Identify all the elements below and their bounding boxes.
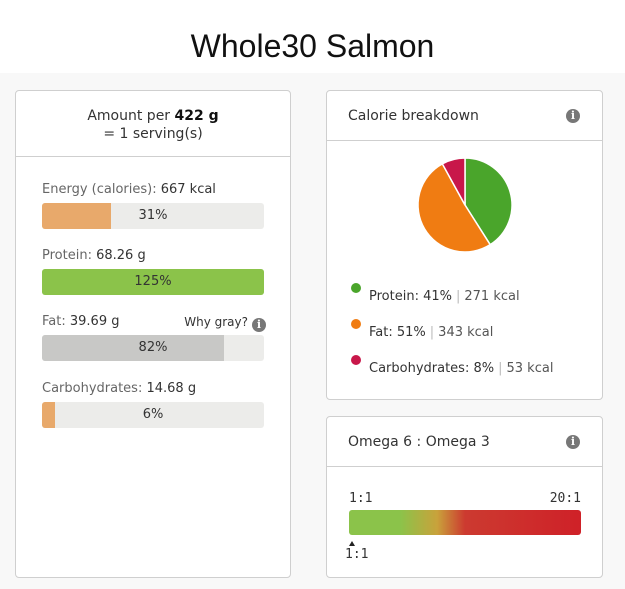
nutrient-label: Energy (calories): xyxy=(42,182,157,197)
calorie-breakdown-card: Calorie breakdown i Protein: 41% | 271 kca… xyxy=(326,90,603,400)
omega-scale-min: 1:1 xyxy=(349,491,373,506)
omega-title: Omega 6 : Omega 3 xyxy=(348,434,490,450)
calorie-breakdown-title: Calorie breakdown xyxy=(348,108,479,124)
amount-prefix: Amount per xyxy=(87,108,171,124)
legend-label: Protein: xyxy=(369,289,419,304)
nutrient-bar-fill xyxy=(42,203,111,229)
legend-percent: 41% xyxy=(423,289,452,304)
nutrient-value: 68.26 g xyxy=(96,248,146,263)
nutrient-bar: 125% xyxy=(42,269,264,295)
legend-divider: | xyxy=(429,325,435,340)
omega-scale: 1:1 20:1 xyxy=(349,491,581,506)
legend-kcal: 343 kcal xyxy=(438,325,494,340)
serving-text: = 1 serving(s) xyxy=(103,126,203,142)
legend-swatch xyxy=(351,355,361,365)
omega-gradient-bar xyxy=(349,510,581,535)
nutrient-label: Fat: xyxy=(42,314,66,329)
nutrient-fat: Fat: 39.69 g Why gray? i 82% xyxy=(42,313,266,361)
omega-marker-arrow xyxy=(349,541,355,546)
card-title: Calorie breakdown i xyxy=(327,91,602,141)
nutrient-bar: 31% xyxy=(42,203,264,229)
info-icon[interactable]: i xyxy=(566,109,580,123)
legend-label: Fat: xyxy=(369,325,393,340)
info-icon[interactable]: i xyxy=(252,318,266,332)
legend-swatch xyxy=(351,319,361,329)
legend-divider: | xyxy=(498,361,503,376)
nutrient-label: Protein: xyxy=(42,248,92,263)
nutrient-percent: 6% xyxy=(142,407,164,422)
nutrient-percent: 82% xyxy=(138,340,168,355)
card-title: Omega 6 : Omega 3 i xyxy=(327,417,602,467)
nutrient-bar: 6% xyxy=(42,402,264,428)
nutrient-value: 14.68 g xyxy=(146,381,197,396)
nutrient-value: 39.69 g xyxy=(69,314,120,329)
page-title: Whole30 Salmon xyxy=(190,28,435,64)
amount-header: Amount per 422 g = 1 serving(s) xyxy=(16,91,290,157)
nutrient-percent: 31% xyxy=(138,208,168,223)
omega-scale-max: 20:1 xyxy=(549,491,581,506)
nutrient-energy: Energy (calories): 667 kcal 31% xyxy=(42,181,264,229)
nutrient-bar-fill xyxy=(42,402,56,428)
legend-divider: | xyxy=(456,289,461,304)
legend-swatch xyxy=(351,283,361,293)
nutrient-bar-fill xyxy=(42,335,225,361)
nutrition-card: Amount per 422 g = 1 serving(s) Energy (… xyxy=(15,90,291,578)
legend-kcal: 53 kcal xyxy=(506,361,554,376)
legend-kcal: 271 kcal xyxy=(464,289,520,304)
pie-chart-svg xyxy=(417,157,513,253)
pie-slice-carbohydrates xyxy=(441,157,466,206)
nutrient-value: 667 kcal xyxy=(160,182,216,197)
legend-label: Carbohydrates: xyxy=(369,361,470,376)
why-gray-link[interactable]: Why gray? i xyxy=(184,313,266,332)
omega-ratio-card: Omega 6 : Omega 3 i 1:1 20:1 1:1 xyxy=(326,416,603,578)
nutrient-bar: 82% xyxy=(42,335,264,361)
legend-percent: 8% xyxy=(473,361,495,376)
info-icon[interactable]: i xyxy=(566,435,580,449)
nutrient-label: Carbohydrates: xyxy=(42,381,143,396)
nutrient-protein: Protein: 68.26 g 125% xyxy=(42,247,264,295)
legend-percent: 51% xyxy=(396,325,426,340)
nutrient-bar-fill xyxy=(42,269,264,295)
nutrient-carbohydrates: Carbohydrates: 14.68 g 6% xyxy=(42,380,264,428)
why-gray-label[interactable]: Why gray? xyxy=(184,315,248,329)
nutrient-percent: 125% xyxy=(134,274,172,289)
calorie-pie-chart xyxy=(327,151,604,261)
omega-value-label: 1:1 xyxy=(345,547,369,562)
amount-value: 422 g xyxy=(174,108,219,124)
pie-slice-fat xyxy=(417,162,492,253)
